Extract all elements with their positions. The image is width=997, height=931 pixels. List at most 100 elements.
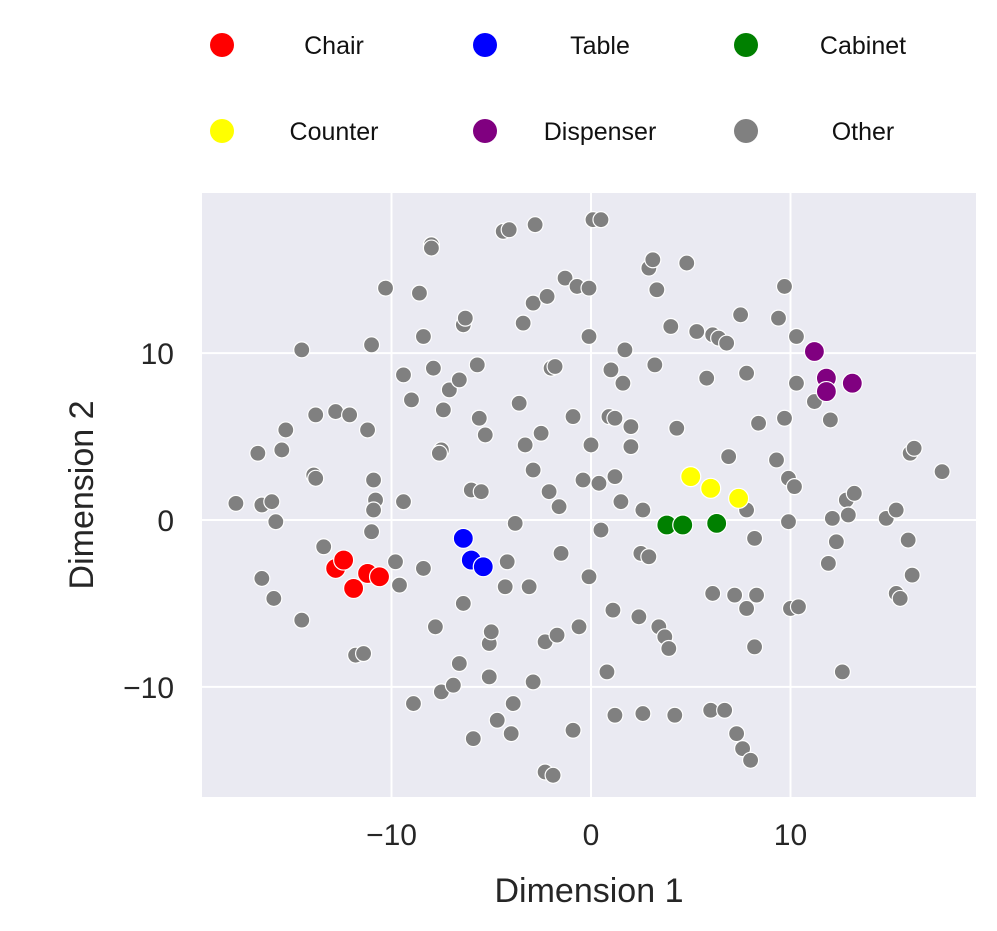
point-other	[496, 578, 514, 596]
point-other	[315, 538, 333, 556]
point-other	[668, 419, 686, 437]
point-other	[424, 359, 443, 377]
point-other	[716, 701, 734, 719]
point-other	[546, 357, 564, 376]
point-other	[404, 694, 423, 713]
point-other	[293, 341, 311, 359]
point-other	[480, 668, 498, 686]
x-axis-title: Dimension 1	[495, 872, 684, 910]
point-other	[362, 336, 381, 354]
point-other	[602, 361, 620, 379]
point-other	[747, 586, 766, 604]
point-other	[606, 468, 624, 486]
point-counter	[680, 466, 702, 488]
point-other	[394, 493, 413, 511]
y-tick-label: 0	[157, 505, 174, 538]
point-other	[526, 216, 544, 234]
point-other	[414, 559, 433, 578]
point-other	[516, 436, 534, 454]
point-other	[450, 371, 468, 389]
point-chair	[343, 577, 365, 600]
point-other	[430, 444, 448, 462]
point-other	[630, 608, 648, 626]
point-other	[775, 409, 794, 427]
point-other	[500, 221, 518, 239]
point-other	[476, 426, 494, 444]
point-other	[502, 724, 520, 743]
point-other	[732, 306, 750, 324]
point-other	[510, 394, 528, 412]
point-other	[660, 639, 678, 658]
point-other	[622, 417, 640, 436]
point-other	[253, 569, 271, 588]
point-other	[267, 513, 285, 531]
point-other	[556, 269, 574, 287]
point-other	[767, 451, 786, 469]
legend-marker-counter	[210, 119, 234, 143]
point-other	[488, 711, 506, 729]
point-other	[540, 483, 558, 501]
point-other	[678, 254, 696, 272]
point-other	[698, 369, 716, 387]
point-other	[903, 566, 921, 584]
point-other	[504, 694, 522, 713]
point-other	[564, 721, 582, 739]
point-other	[604, 601, 622, 619]
point-other	[524, 294, 542, 312]
point-other	[646, 356, 664, 374]
point-other	[552, 544, 570, 562]
legend-label-other: Other	[832, 118, 895, 146]
x-axis-ticks: −10 0 10	[366, 819, 807, 852]
point-table	[452, 527, 474, 549]
point-other	[386, 553, 405, 571]
point-other	[450, 654, 468, 673]
point-other	[390, 576, 409, 594]
y-tick-label: −10	[123, 672, 174, 705]
point-other	[364, 501, 383, 519]
point-other	[737, 599, 756, 618]
point-other	[227, 494, 245, 512]
point-other	[544, 766, 562, 784]
point-dispenser	[815, 380, 837, 403]
point-other	[887, 501, 905, 519]
point-other	[741, 751, 760, 769]
point-other	[905, 439, 923, 457]
point-cabinet	[672, 514, 694, 536]
point-other	[580, 568, 598, 586]
point-other	[524, 461, 542, 479]
legend-item-chair: Chair	[210, 32, 364, 60]
legend-marker-dispenser	[473, 119, 497, 143]
point-other	[327, 402, 345, 421]
point-other	[745, 638, 764, 656]
point-other	[498, 553, 516, 571]
point-other	[720, 448, 738, 466]
point-other	[520, 578, 538, 596]
point-other	[734, 740, 752, 758]
point-other	[265, 589, 283, 608]
point-other	[622, 438, 640, 456]
point-other	[789, 598, 808, 616]
point-chair	[368, 566, 391, 588]
point-other	[745, 529, 764, 547]
point-cabinet	[706, 512, 728, 534]
point-other	[464, 730, 482, 748]
point-other	[726, 586, 744, 604]
y-axis-title: Dimension 2	[63, 401, 101, 590]
point-other	[293, 611, 311, 629]
point-other	[414, 327, 433, 346]
y-axis-ticks: −10 0 10	[123, 338, 174, 705]
point-other	[422, 239, 441, 257]
point-other	[472, 483, 490, 501]
point-other	[612, 493, 630, 511]
point-other	[749, 414, 768, 432]
point-other	[891, 589, 909, 608]
point-other	[514, 314, 532, 332]
x-tick-label: −10	[366, 819, 417, 852]
point-other	[666, 706, 684, 724]
legend-marker-chair	[210, 33, 234, 57]
point-other	[273, 441, 291, 459]
point-other	[580, 327, 598, 346]
point-counter	[728, 487, 750, 509]
point-other	[538, 287, 556, 306]
